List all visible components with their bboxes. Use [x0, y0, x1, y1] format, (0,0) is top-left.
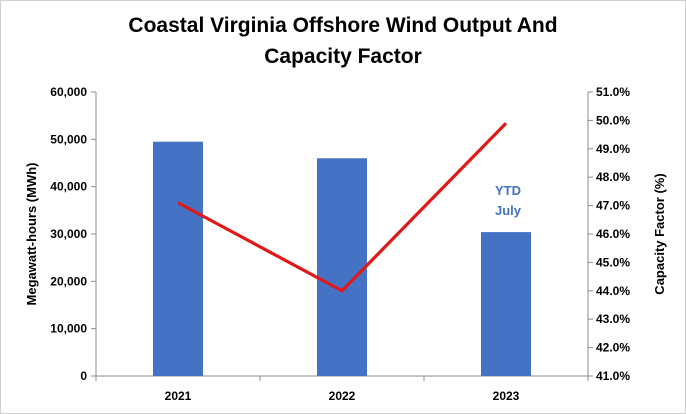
y2-tick-label: 47.0% — [596, 199, 630, 213]
y2-tick-label: 50.0% — [596, 113, 630, 127]
y2-tick-label: 44.0% — [596, 284, 630, 298]
y-axis-title: Megawatt-hours (MWh) — [24, 163, 39, 306]
y-tick-label: 40,000 — [50, 180, 87, 194]
y2-tick-label: 48.0% — [596, 170, 630, 184]
chart-title-line-1: Coastal Virginia Offshore Wind Output An… — [128, 14, 558, 37]
bar — [481, 232, 531, 376]
ytd-annotation: YTD — [495, 183, 521, 198]
y-tick-label: 0 — [80, 369, 87, 383]
y-tick-label: 30,000 — [50, 227, 87, 241]
y2-tick-label: 51.0% — [596, 85, 630, 99]
chart-title-line-2: Capacity Factor — [264, 45, 422, 68]
ytd-annotation: July — [495, 203, 522, 218]
chart-title: Coastal Virginia Offshore Wind Output An… — [0, 10, 686, 72]
capacity-factor-line — [177, 122, 508, 293]
y-tick-label: 50,000 — [50, 132, 87, 146]
y-tick-label: 60,000 — [50, 85, 87, 99]
y2-axis-title: Capacity Factor (%) — [652, 173, 667, 294]
x-tick-label: 2022 — [329, 389, 356, 403]
y2-tick-label: 41.0% — [596, 369, 630, 383]
x-tick-label: 2021 — [165, 389, 192, 403]
bar — [317, 158, 367, 376]
y2-tick-label: 43.0% — [596, 312, 630, 326]
y2-tick-label: 42.0% — [596, 341, 630, 355]
y-tick-label: 20,000 — [50, 274, 87, 288]
x-tick-label: 2023 — [493, 389, 520, 403]
y-tick-label: 10,000 — [50, 322, 87, 336]
bar — [153, 141, 203, 376]
y2-tick-label: 49.0% — [596, 142, 630, 156]
y2-tick-label: 46.0% — [596, 227, 630, 241]
y2-tick-label: 45.0% — [596, 255, 630, 269]
